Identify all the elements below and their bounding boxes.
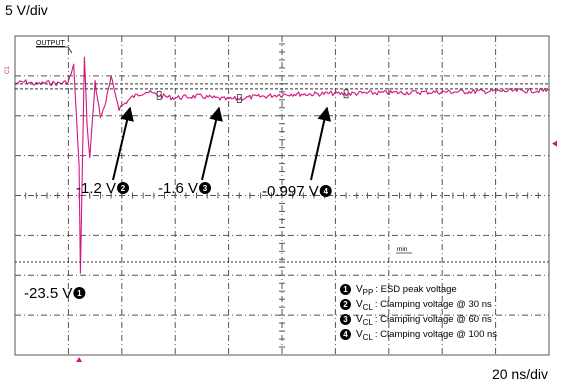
annotation-arrow (201, 106, 223, 181)
annotation-label: -1.2 V (76, 180, 116, 197)
legend-symbol: V (356, 284, 363, 295)
legend-desc: : ESD peak voltage (375, 284, 457, 295)
legend-symbol: V (356, 299, 363, 310)
legend-subscript: CL (362, 303, 373, 312)
badge-icon: 2 (340, 299, 351, 310)
horizontal-scale-label: 20 ns/div (491, 366, 548, 382)
annotation-layer: -23.5 V 1 -1.2 V 2 -1.6 V 3 -0.997 V 4 (24, 106, 332, 302)
legend-item: 2 V CL: Clamping voltage @ 30 ns (340, 297, 497, 312)
annotation-badge-number: 3 (203, 184, 208, 193)
channel-tag: C1 (5, 66, 11, 74)
annotation-label: -23.5 V (24, 285, 72, 302)
legend-desc: : Clamping voltage @ 60 ns (374, 314, 492, 325)
annotation-label: -1.6 V (158, 180, 198, 197)
annotation-badge-number: 1 (77, 289, 82, 298)
badge-icon: 3 (340, 314, 351, 325)
legend-item: 4 V CL: Clamping voltage @ 100 ns (340, 327, 497, 342)
vertical-scale-label: 5 V/div (5, 2, 48, 18)
trace-layer (14, 56, 550, 274)
badge-icon: 4 (340, 329, 351, 340)
annotation-arrow (112, 106, 134, 181)
legend-symbol: V (356, 329, 363, 340)
legend-item: 3 V CL: Clamping voltage @ 60 ns (340, 312, 497, 327)
cursor-marker (236, 94, 242, 104)
legend-desc: : Clamping voltage @ 100 ns (374, 329, 498, 340)
annotation-badge-number: 2 (121, 184, 126, 193)
legend-subscript: CL (362, 333, 373, 342)
annotation-badge-icon (199, 182, 212, 194)
annotation-badge-number: 4 (323, 187, 328, 196)
annotation-badge-icon (73, 287, 86, 299)
cursor-marker (156, 91, 162, 100)
channel-marker-label: OUTPUT (36, 40, 66, 47)
legend-desc: : Clamping voltage @ 30 ns (374, 299, 492, 310)
annotation-badge-icon (319, 185, 332, 197)
marker-layer: OUTPUT min C1 (5, 40, 557, 362)
trigger-level-marker (552, 140, 557, 147)
legend-item: 1 V PP: ESD peak voltage (340, 282, 497, 297)
min-marker-label: min (397, 246, 408, 253)
legend-subscript: PP (362, 288, 374, 297)
cursor-marker (343, 89, 349, 99)
annotation-badge-icon (117, 182, 130, 194)
legend-symbol: V (356, 314, 363, 325)
annotation-label: -0.997 V (262, 183, 319, 200)
trigger-position-marker (76, 357, 83, 362)
legend: 1 V PP: ESD peak voltage 2 V CL: Clamping … (340, 282, 497, 342)
badge-icon: 1 (340, 284, 351, 295)
trace-line (14, 56, 550, 274)
legend-subscript: CL (362, 318, 373, 327)
channel-marker-leader (67, 46, 73, 54)
annotation-arrow (310, 106, 332, 181)
